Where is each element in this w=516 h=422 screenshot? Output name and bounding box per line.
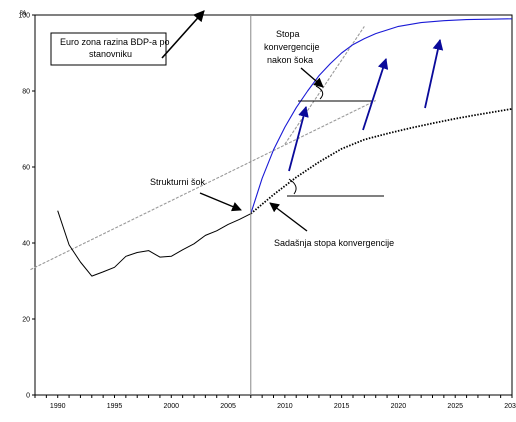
current-convergence-label: Sadašnja stopa konvergencije (274, 238, 394, 248)
x-tick-label: 2020 (391, 403, 407, 410)
series-line-solid-blue (250, 18, 513, 214)
shock-slope-angle-arc (315, 85, 324, 100)
y-tick-label: 0 (26, 393, 30, 400)
current-slope-angle-arc (288, 178, 297, 195)
current-convergence-arrow (269, 202, 308, 232)
x-tick-label: 2025 (447, 403, 463, 410)
blue-arrow-3 (424, 38, 444, 109)
euro-zone-box (50, 32, 167, 66)
series-line-dotted-black (250, 108, 513, 215)
shock-convergence-label-line3: nakon šoka (267, 55, 313, 65)
x-tick-label: 2030 (504, 403, 516, 410)
y-tick-label: 80 (22, 89, 30, 96)
x-tick-label: 2010 (277, 403, 293, 410)
blue-arrow-2 (362, 57, 389, 131)
shock-convergence-label-line2: konvergencije (264, 42, 320, 52)
structural-shock-annotation: Strukturni šok (150, 177, 242, 212)
x-tick-label: 2005 (220, 403, 236, 410)
x-tick-label: 2015 (334, 403, 350, 410)
y-axis-unit: % (20, 10, 26, 17)
structural-shock-label: Strukturni šok (150, 177, 206, 187)
x-axis: 1990 1995 2000 2005 2010 2015 2020 2025 2030 (34, 395, 516, 410)
y-tick-label: 60 (22, 165, 30, 172)
euro-zone-label-line1: Euro zona razina BDP-a po (60, 37, 170, 47)
current-convergence-annotation: Sadašnja stopa konvergencije (269, 202, 394, 248)
y-tick-label: 40 (22, 241, 30, 248)
x-tick-label: 1990 (50, 403, 66, 410)
euro-zone-arrow (161, 10, 205, 59)
euro-zone-label-line2: stanovniku (89, 49, 132, 59)
series-lines (57, 18, 513, 277)
x-tick-label: 2000 (163, 403, 179, 410)
x-tick-label: 1995 (107, 403, 123, 410)
y-tick-label: 100 (18, 13, 30, 20)
euro-zone-annotation: Euro zona razina BDP-a po stanovniku (50, 10, 205, 66)
y-tick-label: 20 (22, 317, 30, 324)
y-axis: 0 20 40 60 80 100 (18, 13, 35, 400)
shock-convergence-label-line1: Stopa (276, 29, 300, 39)
structural-shock-arrow (199, 192, 242, 212)
blue-arrow-1 (288, 105, 309, 172)
series-line-solid-black (57, 210, 252, 277)
shock-convergence-arrow (300, 67, 324, 88)
shock-convergence-annotation: Stopa konvergencije nakon šoka (264, 29, 324, 88)
trend-line-current (30, 100, 376, 271)
